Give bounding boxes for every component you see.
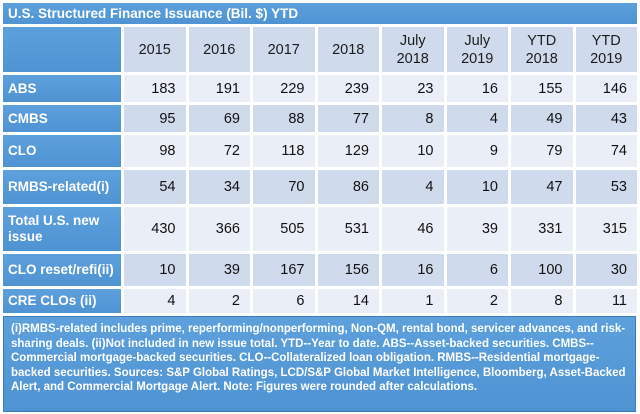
cell-value: 72 bbox=[188, 135, 250, 167]
row-label: RMBS-related(i) bbox=[3, 170, 121, 204]
cell-value: 9 bbox=[446, 135, 508, 167]
cell-value: 70 bbox=[253, 170, 315, 204]
column-header: 2015 bbox=[124, 27, 186, 72]
footnote: (i)RMBS-related includes prime, reperfor… bbox=[3, 316, 636, 412]
cell-value: 30 bbox=[575, 254, 637, 286]
column-header: YTD 2018 bbox=[511, 27, 573, 72]
cell-value: 86 bbox=[317, 170, 379, 204]
cell-value: 2 bbox=[188, 289, 250, 313]
cell-value: 8 bbox=[382, 105, 444, 132]
cell-value: 129 bbox=[317, 135, 379, 167]
table-row: CMBS 95 69 88 77 8 4 49 43 bbox=[3, 105, 637, 132]
cell-value: 118 bbox=[253, 135, 315, 167]
column-header: 2018 bbox=[317, 27, 379, 72]
cell-value: 34 bbox=[188, 170, 250, 204]
cell-value: 6 bbox=[253, 289, 315, 313]
table-row: Total U.S. new issue 430 366 505 531 46 39 331 3… bbox=[3, 207, 637, 251]
table-row: CLO reset/refi(ii) 10 39 167 156 16 6 100 30 bbox=[3, 254, 637, 286]
cell-value: 4 bbox=[446, 105, 508, 132]
cell-value: 95 bbox=[124, 105, 186, 132]
column-header: 2016 bbox=[188, 27, 250, 72]
cell-value: 100 bbox=[511, 254, 573, 286]
cell-value: 10 bbox=[446, 170, 508, 204]
column-header: 2017 bbox=[253, 27, 315, 72]
cell-value: 146 bbox=[575, 75, 637, 102]
row-label: CLO reset/refi(ii) bbox=[3, 254, 121, 286]
cell-value: 4 bbox=[124, 289, 186, 313]
cell-value: 88 bbox=[253, 105, 315, 132]
column-header: July 2019 bbox=[446, 27, 508, 72]
cell-value: 16 bbox=[446, 75, 508, 102]
cell-value: 4 bbox=[382, 170, 444, 204]
cell-value: 229 bbox=[253, 75, 315, 102]
table-title: U.S. Structured Finance Issuance (Bil. $… bbox=[3, 3, 637, 24]
table-row: ABS 183 191 229 239 23 16 155 146 bbox=[3, 75, 637, 102]
title-row: U.S. Structured Finance Issuance (Bil. $… bbox=[3, 3, 637, 24]
cell-value: 191 bbox=[188, 75, 250, 102]
header-row: 2015 2016 2017 2018 July 2018 July 2019 YTD 20… bbox=[3, 27, 637, 72]
cell-value: 239 bbox=[317, 75, 379, 102]
cell-value: 47 bbox=[511, 170, 573, 204]
cell-value: 53 bbox=[575, 170, 637, 204]
issuance-table: U.S. Structured Finance Issuance (Bil. $… bbox=[3, 3, 637, 313]
cell-value: 8 bbox=[511, 289, 573, 313]
cell-value: 46 bbox=[382, 207, 444, 251]
table-row: RMBS-related(i) 54 34 70 86 4 10 47 53 bbox=[3, 170, 637, 204]
cell-value: 23 bbox=[382, 75, 444, 102]
cell-value: 315 bbox=[575, 207, 637, 251]
cell-value: 430 bbox=[124, 207, 186, 251]
column-header: July 2018 bbox=[382, 27, 444, 72]
row-label: CRE CLOs (ii) bbox=[3, 289, 121, 313]
cell-value: 167 bbox=[253, 254, 315, 286]
cell-value: 14 bbox=[317, 289, 379, 313]
cell-value: 39 bbox=[446, 207, 508, 251]
cell-value: 183 bbox=[124, 75, 186, 102]
cell-value: 2 bbox=[446, 289, 508, 313]
table-row: CLO 98 72 118 129 10 9 79 74 bbox=[3, 135, 637, 167]
cell-value: 10 bbox=[382, 135, 444, 167]
cell-value: 6 bbox=[446, 254, 508, 286]
cell-value: 366 bbox=[188, 207, 250, 251]
row-label: CLO bbox=[3, 135, 121, 167]
cell-value: 1 bbox=[382, 289, 444, 313]
cell-value: 49 bbox=[511, 105, 573, 132]
cell-value: 10 bbox=[124, 254, 186, 286]
cell-value: 79 bbox=[511, 135, 573, 167]
row-label: Total U.S. new issue bbox=[3, 207, 121, 251]
cell-value: 531 bbox=[317, 207, 379, 251]
cell-value: 43 bbox=[575, 105, 637, 132]
cell-value: 74 bbox=[575, 135, 637, 167]
cell-value: 77 bbox=[317, 105, 379, 132]
row-label: CMBS bbox=[3, 105, 121, 132]
cell-value: 39 bbox=[188, 254, 250, 286]
cell-value: 11 bbox=[575, 289, 637, 313]
corner-cell bbox=[3, 27, 121, 72]
row-label: ABS bbox=[3, 75, 121, 102]
cell-value: 155 bbox=[511, 75, 573, 102]
cell-value: 54 bbox=[124, 170, 186, 204]
cell-value: 331 bbox=[511, 207, 573, 251]
cell-value: 156 bbox=[317, 254, 379, 286]
table-row: CRE CLOs (ii) 4 2 6 14 1 2 8 11 bbox=[3, 289, 637, 313]
cell-value: 98 bbox=[124, 135, 186, 167]
cell-value: 69 bbox=[188, 105, 250, 132]
column-header: YTD 2019 bbox=[575, 27, 637, 72]
table-body: ABS 183 191 229 239 23 16 155 146 CMBS 95 69 88 77 8 4 4… bbox=[3, 75, 637, 313]
cell-value: 505 bbox=[253, 207, 315, 251]
cell-value: 16 bbox=[382, 254, 444, 286]
